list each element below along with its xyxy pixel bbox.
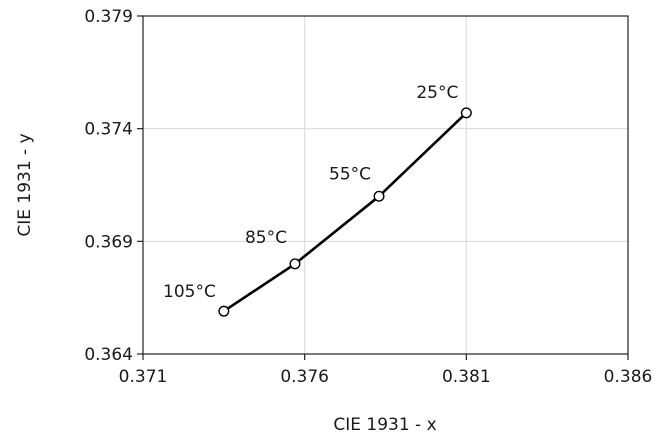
x-tick-label: 0.381 [442,367,491,387]
gridlines [143,16,628,354]
x-tick-label: 0.386 [604,367,653,387]
y-tick-label: 0.369 [84,232,133,252]
data-point-marker [289,258,301,270]
point-labels: 105°C 85°C 55°C 25°C [163,83,458,302]
y-tick-labels: 0.364 0.369 0.374 0.379 [84,7,133,365]
y-tick-label: 0.379 [84,7,133,27]
x-tick-labels: 0.371 0.376 0.381 0.386 [119,367,653,387]
y-tick-label: 0.374 [84,120,133,140]
point-label: 55°C [329,164,371,184]
series-line [223,111,468,313]
tick-marks [137,15,629,360]
series-layer [218,107,472,317]
x-tick-label: 0.371 [119,367,168,387]
x-tick-label: 0.376 [280,367,329,387]
x-axis-title: CIE 1931 - x [333,415,436,435]
data-point-marker [373,190,385,202]
point-label: 105°C [163,282,216,302]
point-label: 85°C [245,228,287,248]
y-tick-label: 0.364 [84,345,133,365]
data-point-marker [218,305,230,317]
plot-area [142,15,629,355]
data-point-marker [460,107,472,119]
point-label: 25°C [416,83,458,103]
y-axis-title: CIE 1931 - y [15,133,35,236]
